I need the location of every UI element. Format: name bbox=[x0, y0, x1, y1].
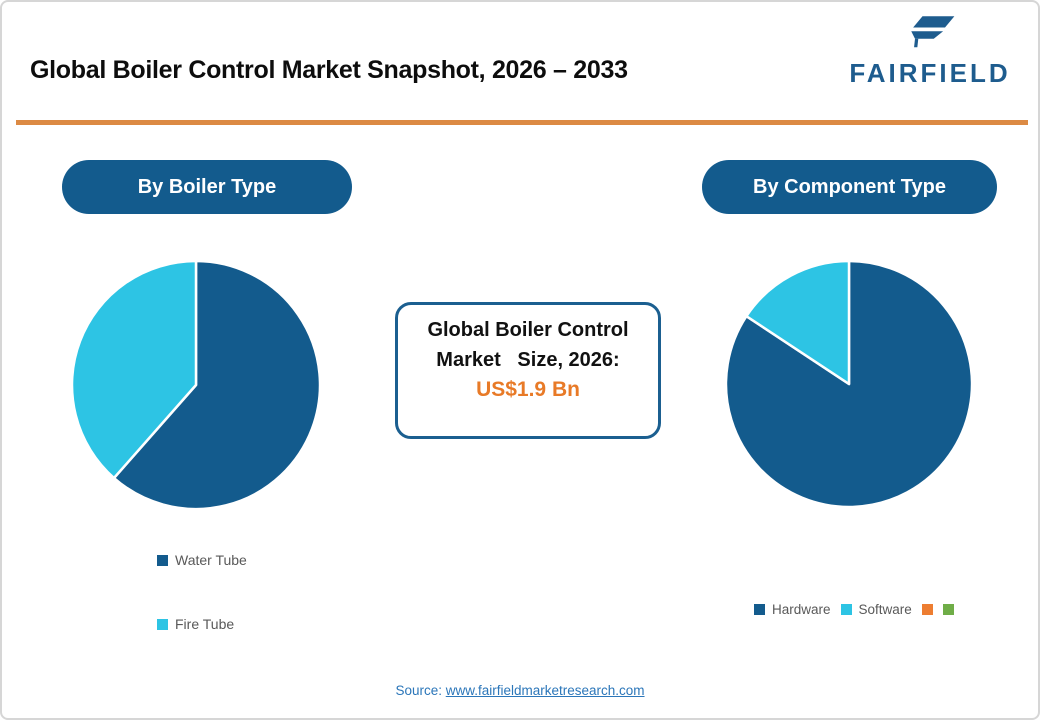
legend-item-water-tube: Water Tube bbox=[157, 552, 247, 568]
callout-line-2: Market Size, 2026: bbox=[436, 349, 620, 371]
legend-swatch-icon bbox=[754, 604, 765, 615]
legend-label: Fire Tube bbox=[175, 616, 235, 632]
callout-line-1: Global Boiler Control bbox=[427, 319, 629, 341]
legend-label: Software bbox=[858, 602, 912, 617]
legend-item-software: Software bbox=[840, 602, 912, 617]
fairfield-wordmark: FAIRFIELD bbox=[849, 58, 1011, 88]
section-header-by-component-type: By Component Type bbox=[702, 160, 997, 214]
source-link[interactable]: www.fairfieldmarketresearch.com bbox=[445, 683, 645, 698]
legend-swatch-icon bbox=[157, 618, 168, 630]
legend-component-type: Hardware Software bbox=[754, 602, 954, 617]
legend-swatch-icon bbox=[921, 604, 933, 615]
legend-swatch-icon bbox=[840, 604, 852, 615]
section-header-by-boiler-type: By Boiler Type bbox=[62, 160, 352, 214]
pie-slice-software bbox=[745, 259, 851, 386]
legend-boiler-type: Water Tube Fire Tube bbox=[157, 552, 247, 632]
source-row: Source: www.fairfieldmarketresearch.com bbox=[2, 683, 1038, 698]
legend-item-unlabeled bbox=[942, 604, 954, 615]
legend-item-fire-tube: Fire Tube bbox=[157, 616, 247, 632]
orange-divider bbox=[16, 120, 1028, 125]
pie-chart-component-type bbox=[724, 259, 974, 509]
legend-swatch-icon bbox=[157, 554, 168, 566]
legend-item-hardware: Hardware bbox=[754, 602, 831, 617]
legend-item-unlabeled bbox=[921, 604, 933, 615]
legend-swatch-icon bbox=[942, 604, 954, 615]
source-prefix: Source: bbox=[395, 683, 446, 698]
fairfield-logo: FAIRFIELD bbox=[840, 14, 1020, 89]
legend-label: Hardware bbox=[772, 602, 831, 617]
page-title: Global Boiler Control Market Snapshot, 2… bbox=[30, 56, 628, 84]
market-size-callout: Global Boiler Control Market Size, 2026:… bbox=[395, 302, 661, 439]
pie-slice-water-tube bbox=[112, 259, 322, 511]
pie-chart-boiler-type bbox=[70, 259, 322, 511]
fairfield-f-icon bbox=[911, 16, 955, 48]
legend-label: Water Tube bbox=[175, 552, 247, 568]
pie-slice-fire-tube bbox=[70, 259, 198, 480]
market-size-value: US$1.9 Bn bbox=[476, 378, 580, 401]
